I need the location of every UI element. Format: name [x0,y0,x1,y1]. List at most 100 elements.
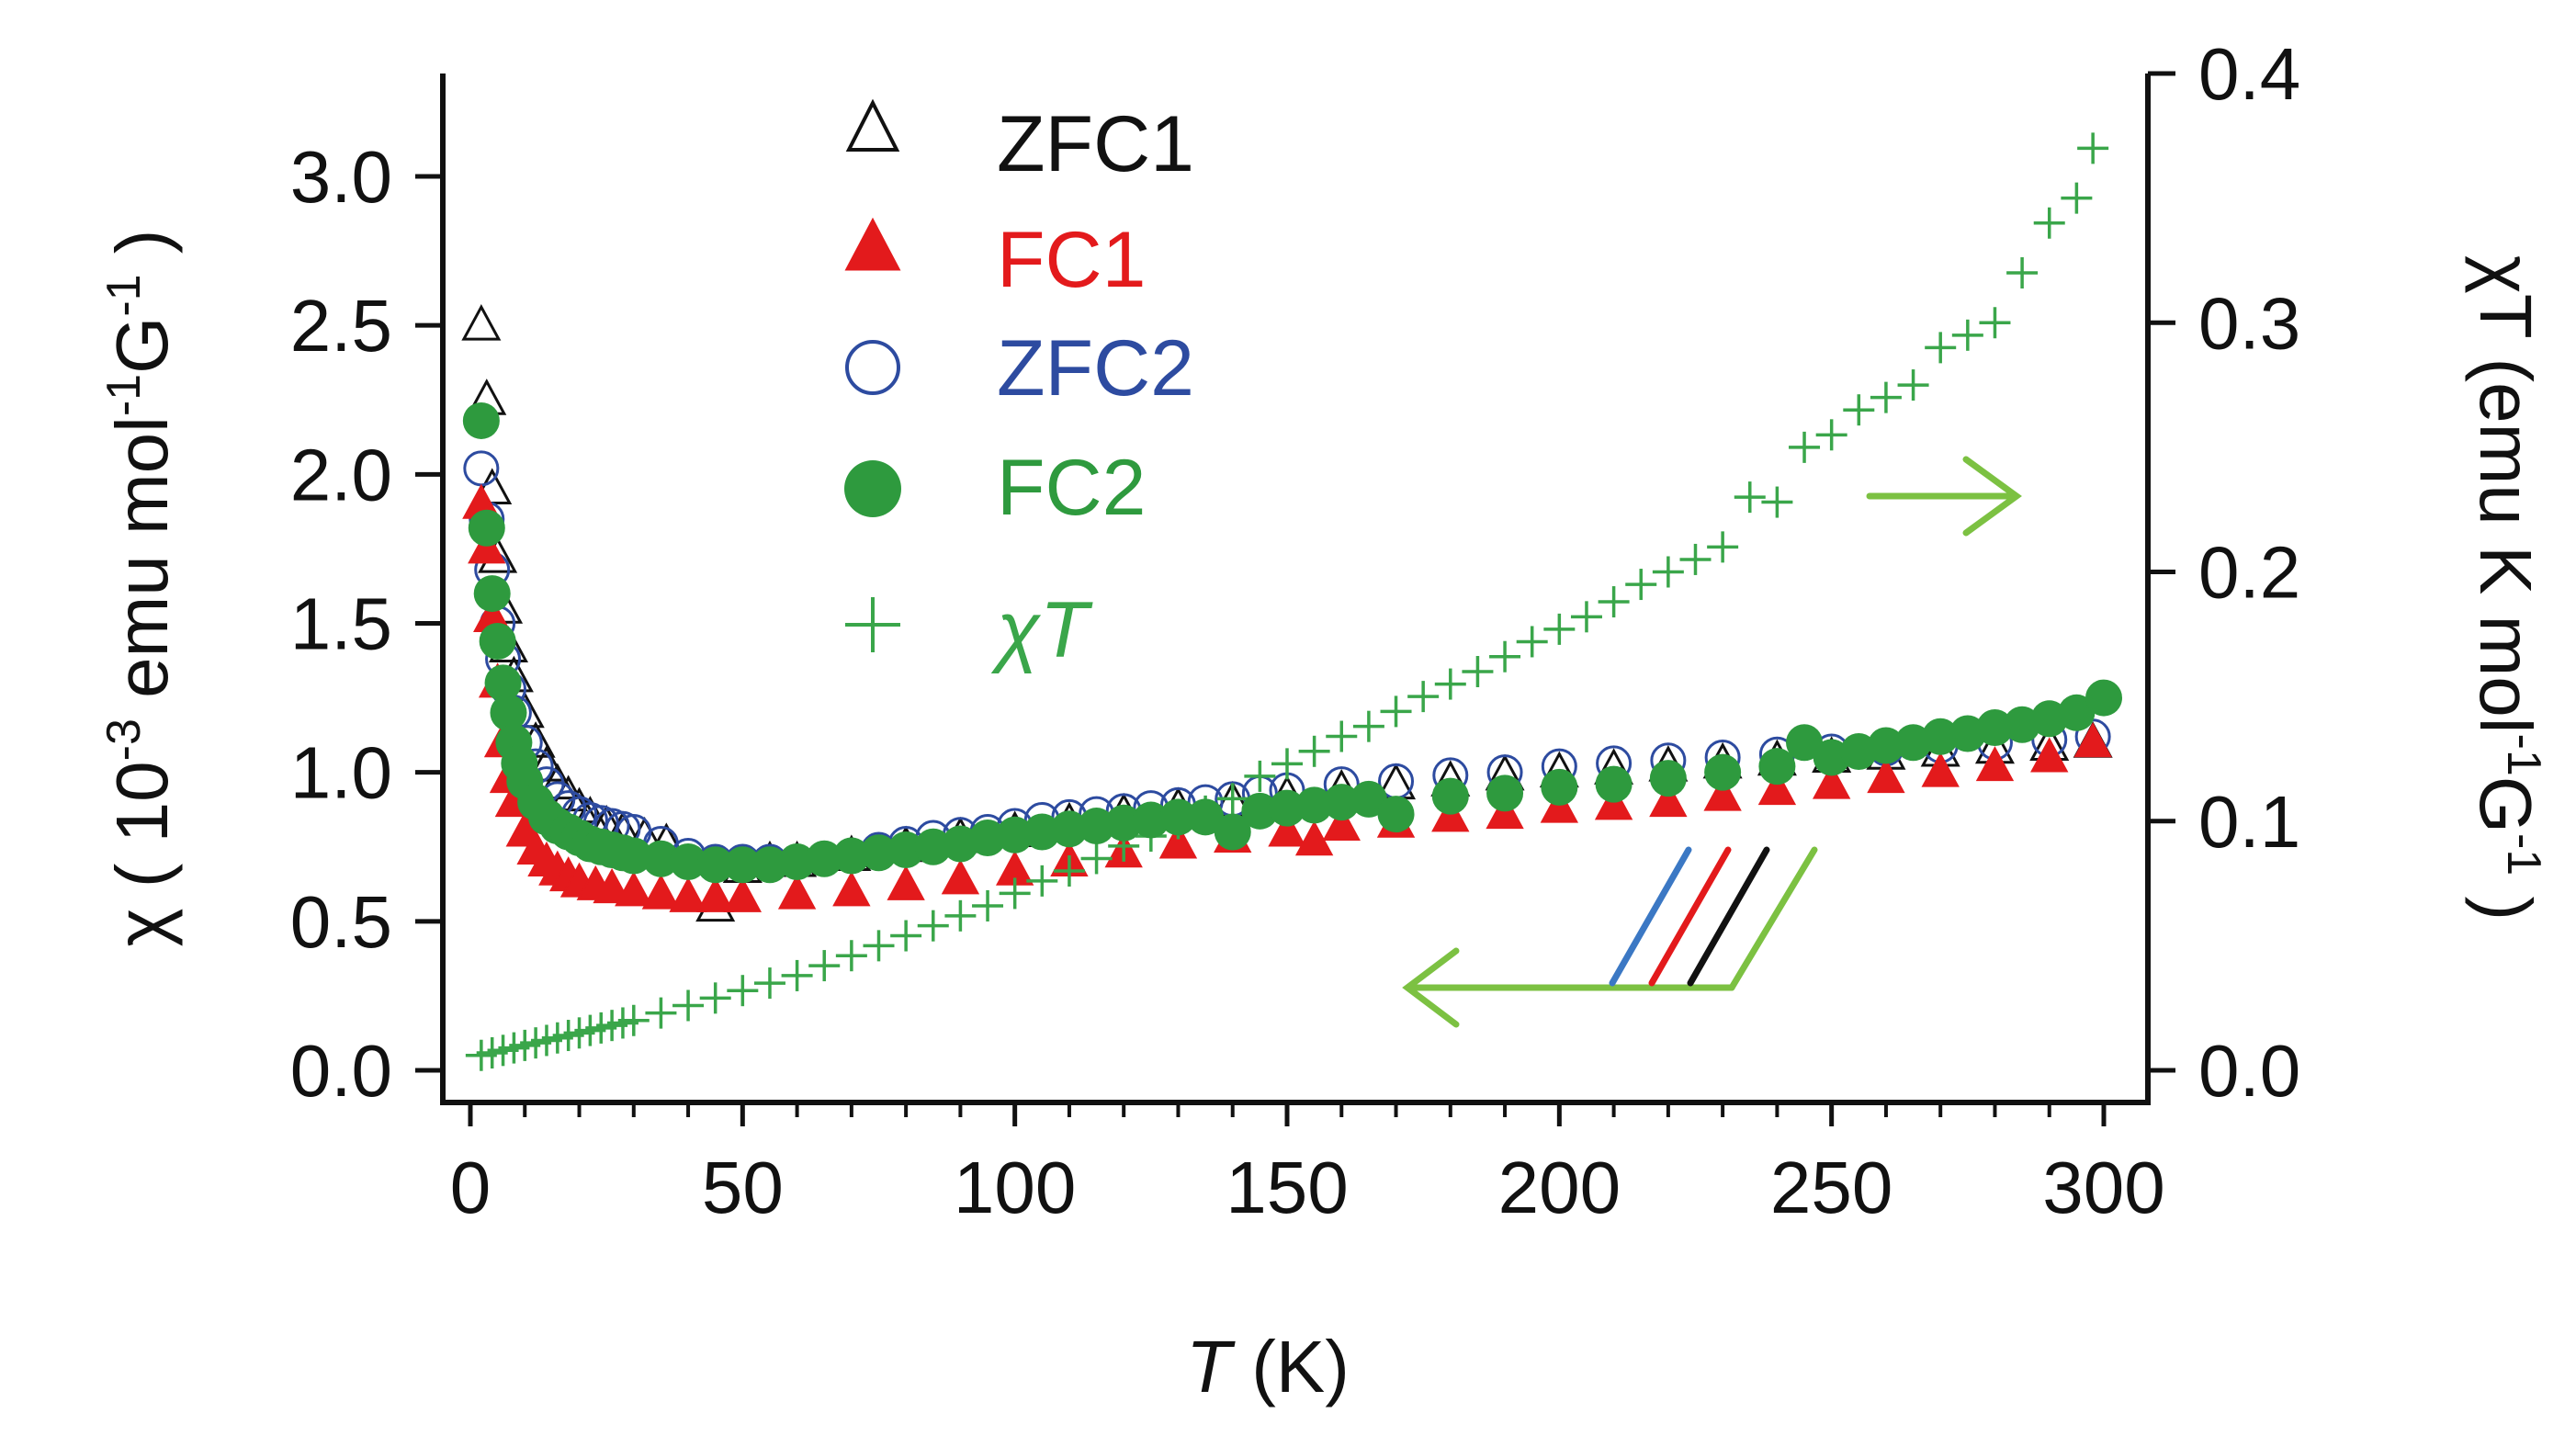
bracket-line-blue [1609,846,1692,987]
data-point-fc1 [1921,752,1960,787]
bracket-line-red [1648,846,1732,987]
data-point-fc1 [669,876,707,912]
y2-axis-title-exp2: -1 [2497,833,2550,876]
legend-label-chit: χT [990,586,1093,674]
data-point-fc2 [1350,780,1387,818]
data-point-fc1 [1649,782,1688,818]
data-point-fc1 [2030,737,2069,773]
data-point-fc2 [887,831,925,868]
y-axis-title: χ ( 10-3 emu mol-1G-1 ) [97,230,183,947]
data-point-fc2 [914,828,952,865]
data-point-fc2 [1786,724,1824,762]
y2-axis-title-exp1: -1 [2497,734,2550,776]
data-point-fc1 [1158,823,1198,859]
series-fc2 [462,401,2122,884]
y2-tick-label: 0.1 [2198,781,2300,863]
data-point-chit [781,959,813,991]
data-point-chit [1053,855,1085,887]
data-point-chit [1925,332,1957,364]
legend-marker-zfc2 [845,340,900,395]
data-point-fc1 [1703,775,1742,811]
data-point-fc2 [724,846,762,884]
y-axis-title-exp2: -1 [97,374,151,416]
data-point-chit [1843,394,1875,426]
x-tick-label: 0 [450,1147,491,1228]
series-layer [461,132,2122,1071]
data-point-fc2 [1704,753,1742,791]
data-point-fc2 [696,846,734,884]
data-point-chit [753,967,785,1000]
data-point-fc1 [1757,770,1797,806]
data-point-chit [1897,369,1929,401]
data-point-chit [1870,381,1902,413]
data-point-chit [1216,783,1248,815]
legend-marker-fc1 [844,217,901,271]
data-point-fc2 [1241,792,1279,830]
x-axis-ticks: 0 50 100 150 200 250 300 [450,1102,2165,1228]
data-point-chit [1462,656,1494,687]
data-point-chit [727,975,759,1007]
data-point-chit [699,982,731,1014]
legend-label-fc1: FC1 [997,216,1146,304]
data-point-chit [1080,842,1113,875]
legend-item-fc1: FC1 [844,216,1146,304]
bracket-line-green [1728,846,1818,991]
bracket-line-black [1687,846,1770,987]
data-point-chit [1734,481,1766,514]
data-point-fc1 [1975,746,2015,782]
data-point-zfc2 [463,450,500,487]
data-point-chit [863,930,895,962]
data-point-chit [1979,307,2011,339]
data-point-chit [1516,626,1548,658]
data-point-fc1 [832,871,871,907]
data-point-chit [1598,586,1630,618]
data-point-fc2 [2085,679,2122,717]
data-point-fc2 [462,401,500,439]
x-tick-label: 300 [2042,1147,2164,1228]
data-point-chit [617,1004,650,1036]
data-point-fc2 [1595,765,1633,803]
data-point-chit [1652,556,1684,588]
data-point-fc2 [479,622,516,660]
data-point-chit [999,877,1031,910]
data-point-fc1 [1594,785,1633,820]
data-point-chit [890,920,922,952]
data-point-chit [1761,486,1793,518]
data-point-fc2 [1377,796,1415,833]
data-point-chit [1625,569,1657,601]
legend-item-zfc1: ZFC1 [845,98,1194,188]
y-tick-label: 2.0 [290,434,392,515]
data-point-chit [2061,182,2093,214]
legend-label-zfc2: ZFC2 [997,324,1194,413]
data-point-chit [1271,748,1303,780]
y-tick-label: 0.5 [290,881,392,963]
x-axis-title: T (K) [1186,1326,1350,1407]
y2-axis-title-prefix: χT (emu K mol [2465,255,2547,734]
data-point-fc2 [751,846,788,884]
data-point-fc1 [941,859,980,895]
data-point-chit [917,910,949,942]
data-point-fc1 [1867,758,1905,794]
data-point-fc1 [1812,763,1851,799]
data-point-fc2 [473,575,511,613]
data-point-chit [944,899,977,932]
data-point-fc2 [1050,810,1088,848]
data-point-fc2 [806,840,843,877]
y-tick-label: 2.5 [290,285,392,367]
data-point-chit [2006,257,2039,288]
x-tick-label: 50 [702,1147,784,1228]
data-point-fc1 [1486,793,1524,830]
legend-label-fc2: FC2 [997,444,1146,532]
data-point-fc2 [1159,798,1197,836]
data-point-fc1 [1540,787,1579,823]
data-point-chit [1434,668,1466,700]
y-axis-title-mid2: G [101,317,183,374]
data-point-fc1 [723,876,763,912]
y-tick-label: 3.0 [290,136,392,218]
y-axis-ticks: 0.0 0.5 1.0 1.5 2.0 2.5 3.0 [290,136,443,1112]
data-point-fc2 [670,842,707,880]
data-point-chit [1815,419,1847,451]
data-point-chit [1789,431,1821,463]
y-tick-label: 1.5 [290,583,392,665]
data-point-fc2 [1214,813,1251,851]
